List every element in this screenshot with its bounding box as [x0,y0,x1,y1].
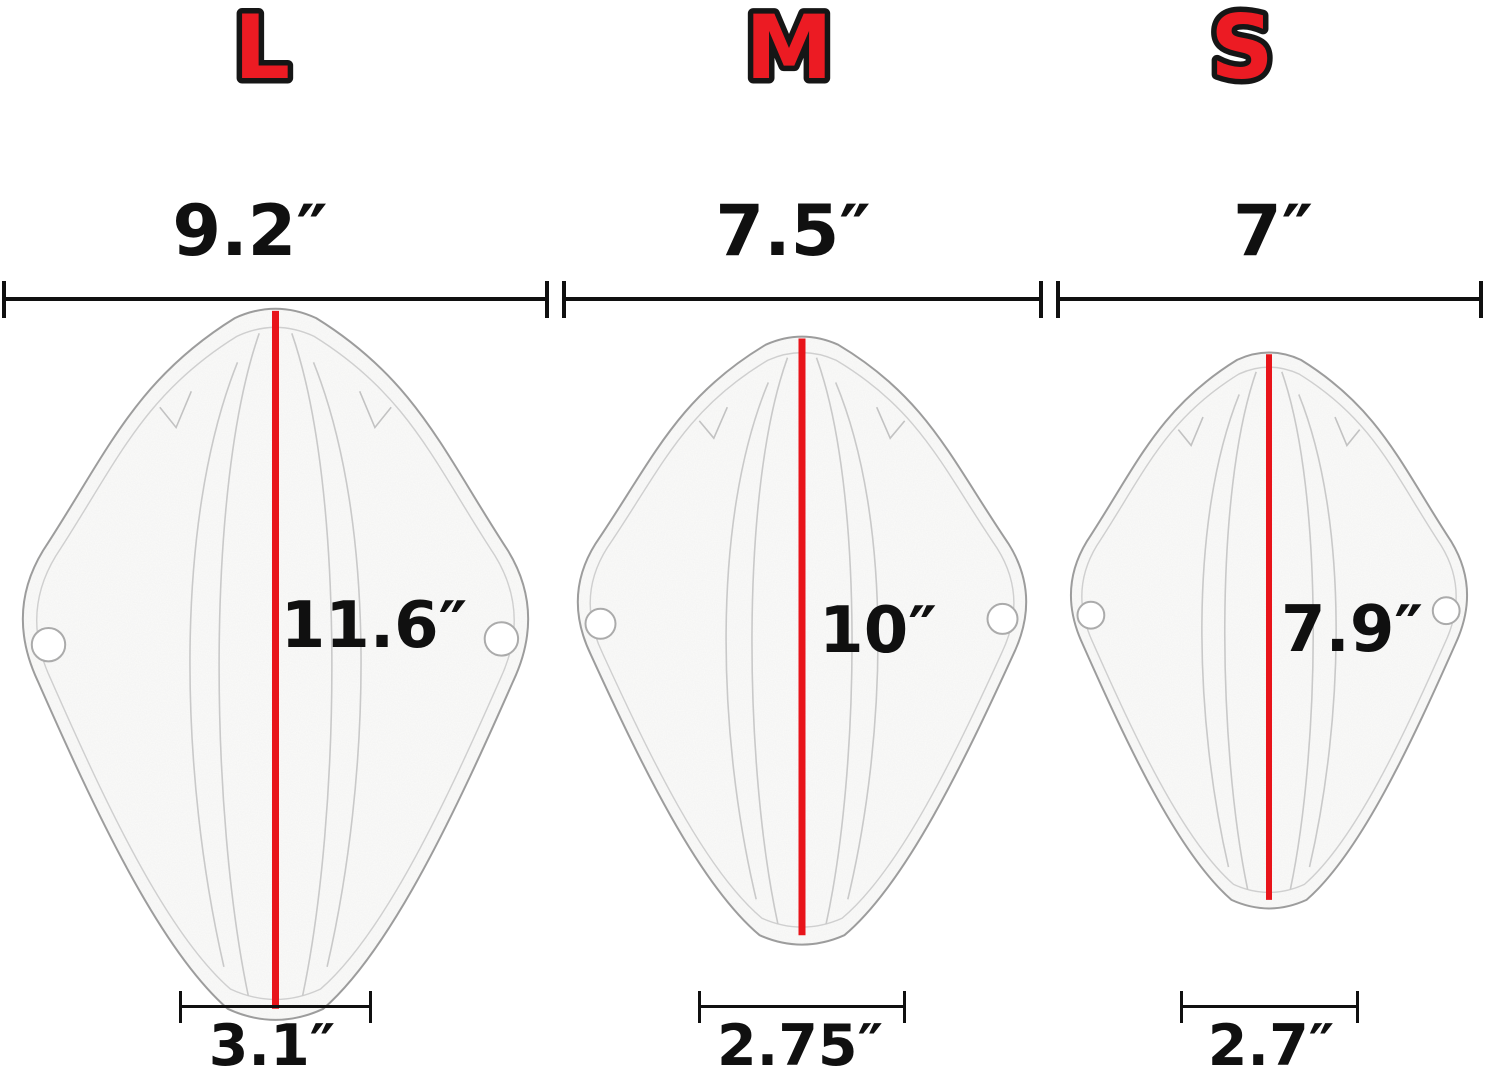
dim-tick-right [1356,991,1359,1023]
pad-channel-stitching [725,357,879,925]
snap-hole-right [483,621,520,657]
dim-tick-right [903,991,906,1023]
bottom-width-label-large: 3.1″ [208,1013,336,1078]
dim-bar [698,1005,906,1008]
bottom-width-label-medium: 2.75″ [716,1013,884,1078]
length-label-medium: 10″ [819,594,937,668]
pad-graphic-medium [576,335,1028,946]
size-letter-small-text: S [1210,0,1273,99]
snap-hole-right [1431,596,1461,626]
pad-inner-seam [36,326,515,1001]
dim-bar [1180,1005,1359,1008]
pad-channel-stitching [1201,371,1337,890]
snap-hole-left [584,607,617,640]
top-width-label-large: 9.2″ [172,190,328,272]
pad-wing-notches [159,390,392,430]
dim-bar [179,1005,372,1008]
size-letter-large-text: L [234,0,290,99]
pad-graphic-small [1069,351,1469,910]
size-letter-small: S [1205,0,1279,105]
dim-tick-right [545,281,549,318]
dim-bar [2,297,549,301]
bottom-width-dimension-line-small [1180,991,1359,1023]
dim-bar [562,297,1043,301]
length-label-large: 11.6″ [280,589,468,663]
dim-bar [1056,297,1483,301]
pad-graphic-large [21,307,530,1021]
snap-hole-right [986,602,1019,635]
top-width-label-small: 7″ [1233,190,1313,272]
size-letter-medium: M [740,0,839,105]
width-dimension-line-small [1056,281,1483,318]
length-label-small: 7.9″ [1281,593,1423,667]
bottom-width-dimension-line-large [179,991,372,1023]
top-width-label-medium: 7.5″ [715,190,871,272]
bottom-width-label-small: 2.7″ [1207,1013,1335,1078]
size-letter-large: L [228,0,295,105]
snap-hole-left [1076,600,1106,630]
dim-tick-right [369,991,372,1023]
pad-wing-notches [698,406,906,440]
width-dimension-line-large [2,281,549,318]
pad-channel-stitching [189,333,362,996]
bottom-width-dimension-line-medium [698,991,906,1023]
pad-inner-seam [589,351,1015,928]
pad-inner-seam [1081,366,1457,894]
snap-hole-left [30,627,67,663]
dim-tick-right [1479,281,1483,318]
pad-wing-notches [1177,416,1361,447]
size-letter-medium-text: M [745,0,833,99]
width-dimension-line-medium [562,281,1043,318]
dim-tick-right [1039,281,1043,318]
